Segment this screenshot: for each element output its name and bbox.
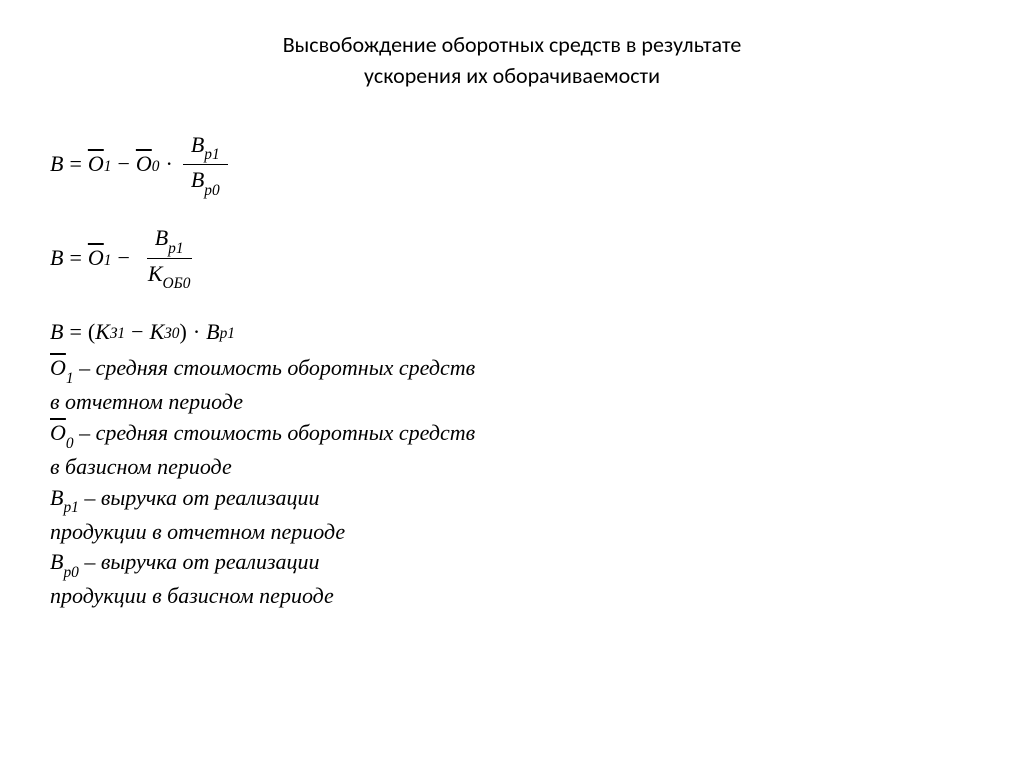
f2-lhs: В [50,245,63,271]
dot-sign: · [193,319,200,345]
f1-term2: О [136,151,152,177]
f1-fraction: Вр1 Вр0 [183,132,228,198]
def-o1-sub: 1 [66,370,74,387]
def-bp0-sym: В [50,549,63,574]
f1-frac-den: Вр0 [183,165,228,197]
f1-term2-sub: 0 [152,158,160,176]
f3-last: В [206,319,219,345]
f1-lhs: В [50,151,63,177]
minus-sign: − [117,245,129,271]
formula-1: В = О1 − О0 · Вр1 Вр0 [50,132,974,198]
def-o1-line1: О1 – средняя стоимость оборотных средств [50,353,974,387]
f2-den-sym: К [148,261,163,286]
f1-term1-sub: 1 [104,158,112,176]
f2-frac-num: Вр1 [147,225,192,258]
def-o0-line2: в базисном периоде [50,452,974,483]
def-o0-text1: – средняя стоимость оборотных средств [74,420,476,445]
title-line-2: ускорения их оборачиваемости [364,62,660,89]
f3-last-sub: р1 [220,325,235,343]
slide-content: В = О1 − О0 · Вр1 Вр0 В = О1 − Вр1 КОБ0 [50,132,974,613]
f2-den-sub: ОБ0 [163,275,191,292]
def-bp0-line1: Вр0 – выручка от реализации [50,547,974,581]
f2-term1-sub: 1 [104,252,112,270]
f3-k1-sub: З1 [110,325,125,343]
f2-fraction: Вр1 КОБ0 [140,225,199,291]
equals-sign: = [69,319,81,345]
def-o1-line2: в отчетном периоде [50,387,974,418]
formula-3: В = (КЗ1 − КЗ0) · Вр1 [50,319,974,345]
formula-2: В = О1 − Вр1 КОБ0 [50,225,974,291]
def-bp1-sym: В [50,485,63,510]
f3-k0-sub: З0 [164,325,179,343]
definitions-block: О1 – средняя стоимость оборотных средств… [50,353,974,612]
f1-den-sym: В [191,167,204,192]
def-bp0-text1: – выручка от реализации [79,549,320,574]
f1-term1: О [88,151,104,177]
equals-sign: = [69,151,81,177]
f1-frac-num: Вр1 [183,132,228,165]
equals-sign: = [69,245,81,271]
def-o0-sub: 0 [66,435,74,452]
dot-sign: · [165,151,172,177]
f3-k0: К [150,319,165,345]
f2-frac-den: КОБ0 [140,259,199,291]
def-bp1-line2: продукции в отчетном периоде [50,517,974,548]
def-bp1-line1: Вр1 – выручка от реализации [50,483,974,517]
f3-k1: К [95,319,110,345]
close-paren: ) [180,319,187,345]
def-bp1-sub: р1 [63,499,78,516]
slide-title: Высвобождение оборотных средств в резуль… [50,30,974,92]
f2-num-sub: р1 [168,240,183,257]
f1-num-sub: р1 [204,146,219,163]
f1-num-sym: В [191,132,204,157]
def-bp1-text1: – выручка от реализации [79,485,320,510]
def-o0-line1: О0 – средняя стоимость оборотных средств [50,418,974,452]
def-bp0-line2: продукции в базисном периоде [50,581,974,612]
def-o1-text1: – средняя стоимость оборотных средств [74,355,476,380]
f3-lhs: В [50,319,63,345]
def-o0-sym: О [50,418,66,449]
minus-sign: − [131,319,143,345]
minus-sign: − [117,151,129,177]
title-line-1: Высвобождение оборотных средств в резуль… [283,31,742,58]
f2-term1: О [88,245,104,271]
f1-den-sub: р0 [204,182,219,199]
def-bp0-sub: р0 [63,564,78,581]
def-o1-sym: О [50,353,66,384]
f2-num-sym: В [155,225,168,250]
